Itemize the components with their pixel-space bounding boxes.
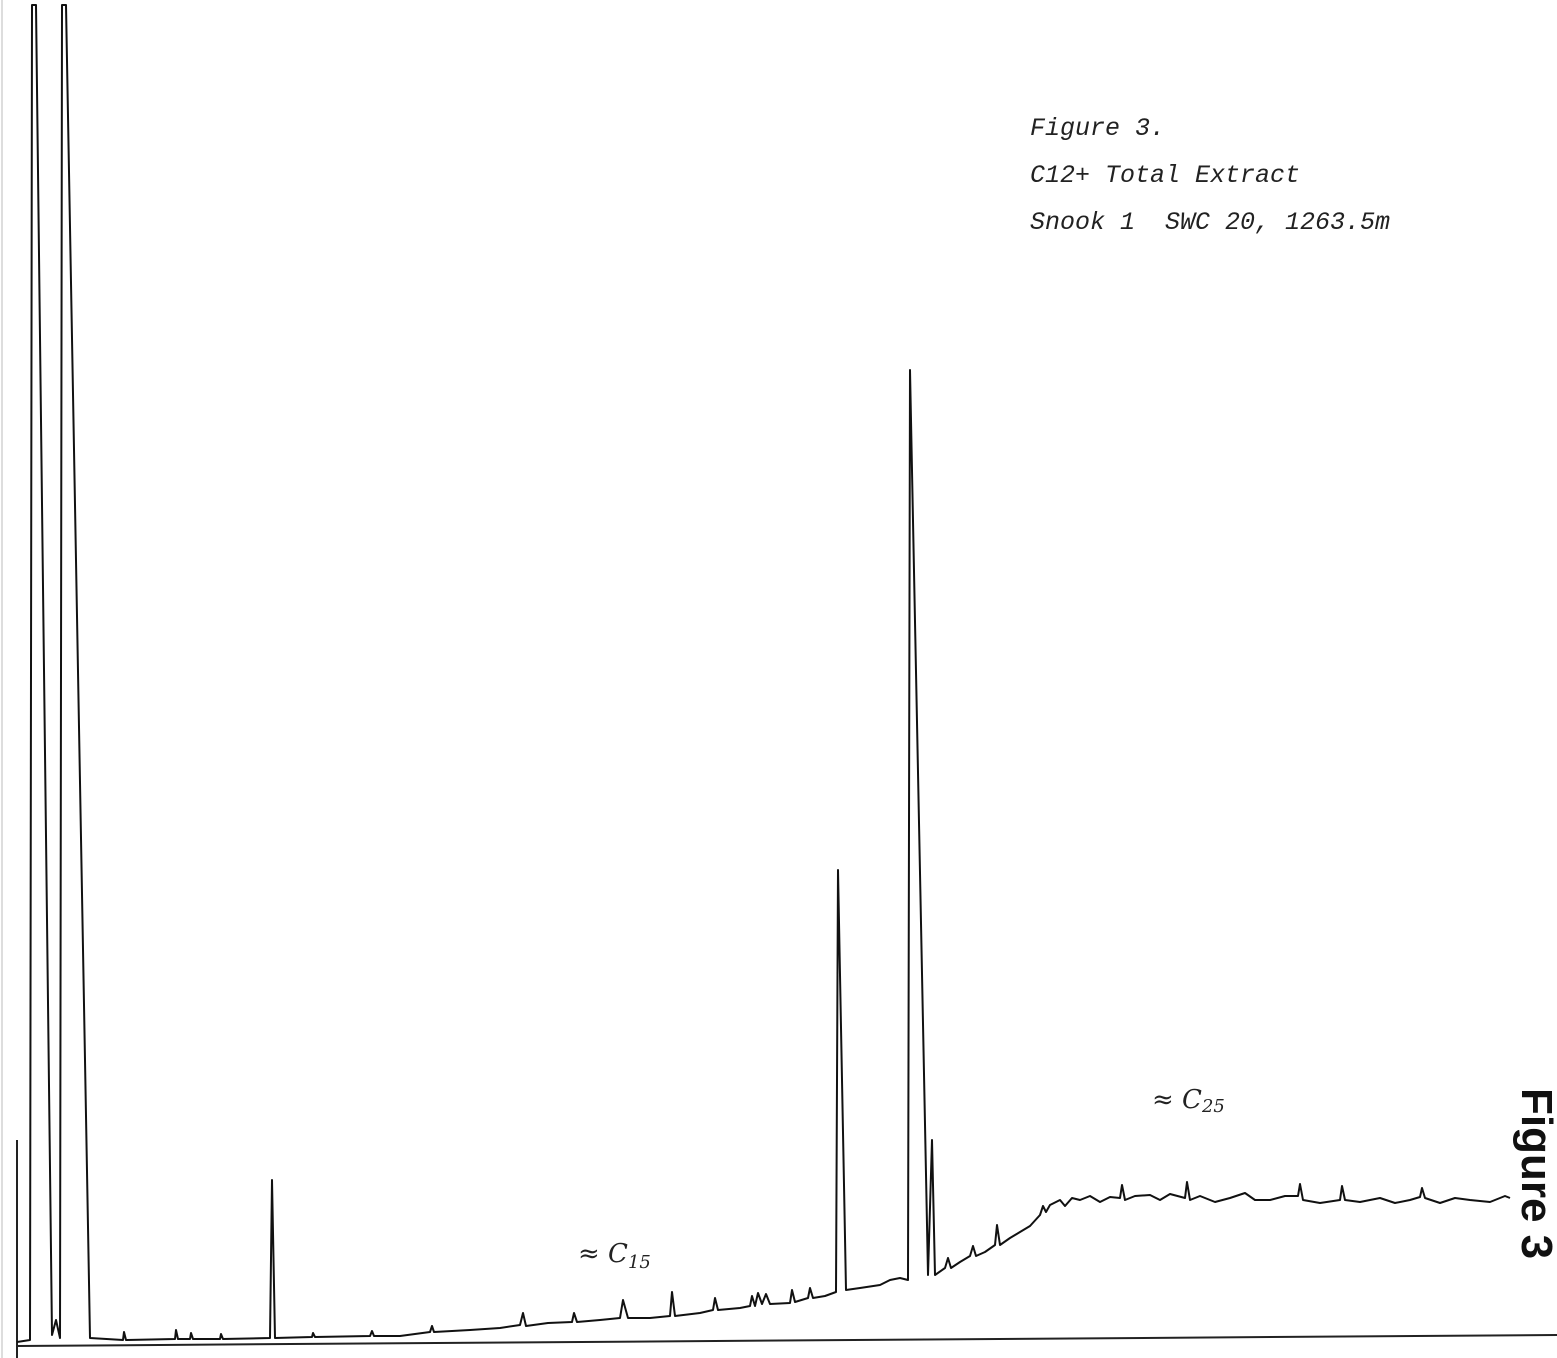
annotation-subscript: 15 bbox=[628, 1252, 651, 1273]
annotation: ≈ C25 bbox=[1152, 1085, 1225, 1117]
annotation-text: ≈ C bbox=[578, 1239, 628, 1269]
figure-number: Figure 3. bbox=[1030, 114, 1165, 143]
annotation: ≈ C15 bbox=[578, 1239, 651, 1273]
annotation-text: ≈ C bbox=[1152, 1085, 1202, 1115]
sample-description: Snook 1 SWC 20, 1263.5m bbox=[1030, 208, 1390, 237]
page-label: Figure 3 bbox=[1512, 1088, 1557, 1259]
chromatogram-trace bbox=[16, 4, 1511, 1343]
x-axis-line bbox=[16, 1334, 1557, 1347]
annotation-subscript: 25 bbox=[1201, 1096, 1225, 1117]
figure-caption: C12+ Total Extract bbox=[1030, 161, 1300, 190]
